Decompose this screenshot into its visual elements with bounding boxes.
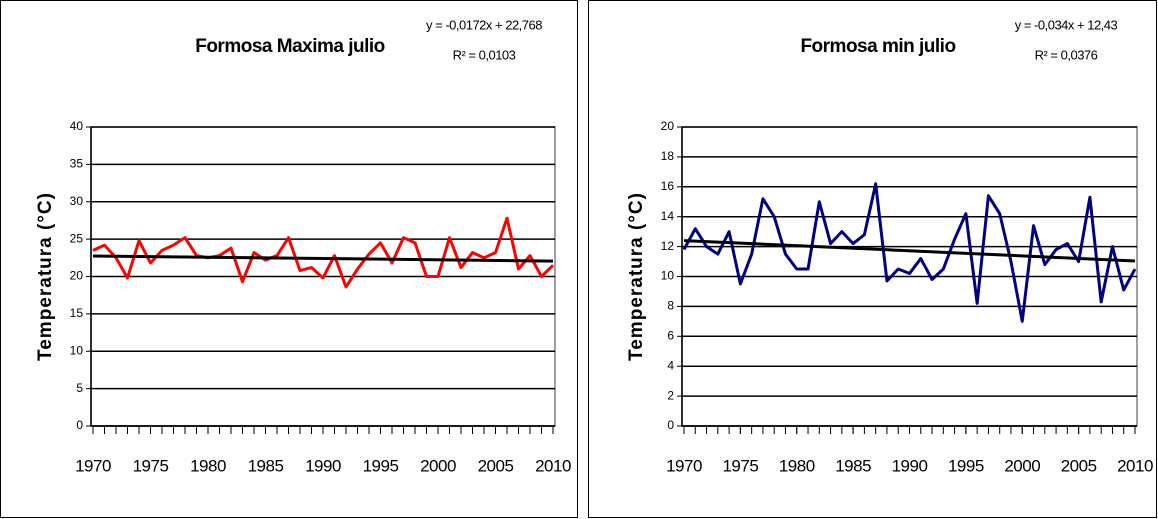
- x-tick-label: 1975: [133, 456, 169, 475]
- y-tick-label: 20: [661, 119, 675, 133]
- y-tick-label: 16: [661, 179, 675, 193]
- x-tick-label: 2010: [1117, 456, 1153, 475]
- y-tick-label: 12: [661, 239, 675, 253]
- y-tick-label: 10: [70, 343, 84, 357]
- x-tick-label: 1985: [835, 456, 871, 475]
- trend-annotation: y = -0,034x + 12,43: [1015, 17, 1118, 32]
- y-tick-label: 5: [76, 381, 83, 395]
- y-tick-label: 8: [667, 299, 674, 313]
- trend-annotation: y = -0,0172x + 22,768: [426, 17, 542, 32]
- y-tick-label: 18: [661, 149, 675, 163]
- x-tick-label: 1980: [779, 456, 815, 475]
- y-tick-label: 20: [70, 269, 84, 283]
- y-tick-label: 0: [76, 418, 83, 432]
- x-tick-label: 1990: [892, 456, 928, 475]
- x-tick-label: 1995: [363, 456, 399, 475]
- x-tick-label: 1980: [190, 456, 226, 475]
- data-line: [682, 182, 1137, 323]
- x-tick-label: 1985: [248, 456, 284, 475]
- trend-line: [92, 254, 554, 263]
- y-tick-label: 25: [70, 231, 84, 245]
- y-tick-label: 10: [661, 269, 675, 283]
- x-tick-label: 2000: [420, 456, 456, 475]
- y-tick-label: 15: [70, 306, 84, 320]
- y-axis-label: Temperatura (°C): [626, 192, 647, 361]
- x-tick-label: 2000: [1004, 456, 1040, 475]
- y-tick-label: 6: [667, 328, 674, 342]
- y-tick-label: 40: [70, 119, 84, 133]
- y-tick-label: 4: [667, 358, 674, 372]
- x-tick-label: 2005: [1061, 456, 1097, 475]
- trend-annotation: R² = 0,0376: [1035, 47, 1098, 62]
- x-tick-label: 1970: [75, 456, 111, 475]
- x-tick-label: 1970: [666, 456, 702, 475]
- x-tick-label: 2005: [478, 456, 514, 475]
- y-tick-label: 0: [667, 418, 674, 432]
- x-tick-label: 1995: [948, 456, 984, 475]
- y-axis-label: Temperatura (°C): [35, 192, 56, 361]
- x-tick-label: 1975: [722, 456, 758, 475]
- x-tick-label: 2010: [535, 456, 571, 475]
- chart-title: Formosa Maxima julio: [195, 36, 385, 57]
- x-tick-label: 1990: [305, 456, 341, 475]
- y-tick-label: 35: [70, 157, 84, 171]
- y-tick-label: 2: [667, 388, 674, 402]
- trend-annotation: R² = 0,0103: [453, 47, 516, 62]
- chart-title: Formosa min julio: [800, 36, 955, 57]
- data-line: [92, 216, 555, 289]
- y-tick-label: 14: [661, 209, 675, 223]
- y-tick-label: 30: [70, 194, 84, 208]
- trend-line: [683, 239, 1136, 263]
